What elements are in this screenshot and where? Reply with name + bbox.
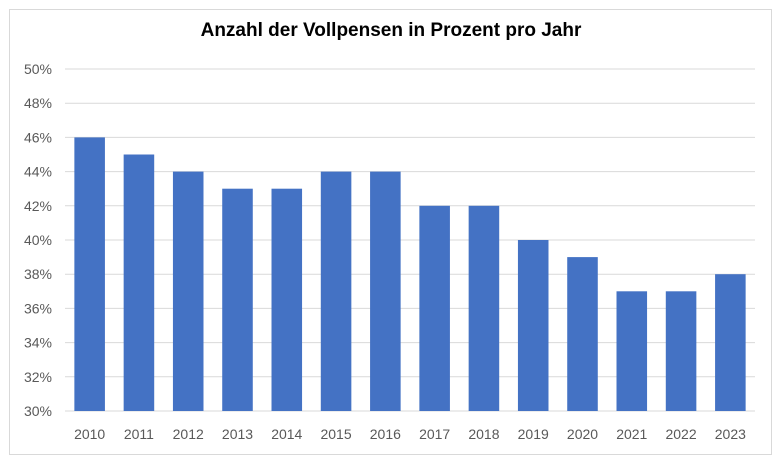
bar-2010 xyxy=(74,137,105,411)
bars xyxy=(74,137,746,411)
y-tick-label: 42% xyxy=(24,198,52,214)
x-tick-label: 2016 xyxy=(370,426,401,442)
y-tick-label: 44% xyxy=(24,164,52,180)
bar-2013 xyxy=(222,188,253,411)
y-tick-label: 40% xyxy=(24,232,52,248)
x-tick-label: 2012 xyxy=(173,426,204,442)
x-tick-label: 2014 xyxy=(271,426,302,442)
x-tick-label: 2021 xyxy=(616,426,647,442)
y-tick-label: 30% xyxy=(24,403,52,419)
y-tick-label: 48% xyxy=(24,95,52,111)
x-tick-label: 2010 xyxy=(74,426,105,442)
bar-2019 xyxy=(517,240,549,411)
x-tick-label: 2015 xyxy=(320,426,351,442)
bar-2023 xyxy=(715,274,746,411)
bar-2020 xyxy=(567,257,598,411)
y-tick-label: 32% xyxy=(24,369,52,385)
y-axis-ticks: 30% 32% 34% 36% 38% 40% 42% 44% 46% 48% 50% xyxy=(24,61,52,419)
chart-title: Anzahl der Vollpensen in Prozent pro Jah… xyxy=(200,20,582,41)
y-tick-label: 38% xyxy=(24,266,52,282)
x-tick-label: 2022 xyxy=(665,426,696,442)
bar-2022 xyxy=(665,291,697,411)
y-tick-label: 50% xyxy=(24,61,52,77)
bar-2021 xyxy=(616,291,648,411)
x-tick-label: 2017 xyxy=(419,426,450,442)
bar-2014 xyxy=(271,188,303,411)
bar-2015 xyxy=(320,171,352,411)
bar-2012 xyxy=(172,171,204,411)
bar-2017 xyxy=(419,205,450,411)
y-tick-label: 34% xyxy=(24,335,52,351)
bar-2016 xyxy=(370,171,401,411)
y-tick-label: 46% xyxy=(24,129,52,145)
y-tick-label: 36% xyxy=(24,300,52,316)
x-tick-label: 2013 xyxy=(222,426,253,442)
bar-2011 xyxy=(123,154,155,411)
gridlines xyxy=(65,68,755,412)
x-tick-label: 2020 xyxy=(567,426,598,442)
x-tick-label: 2018 xyxy=(468,426,499,442)
x-tick-label: 2011 xyxy=(124,426,154,442)
bar-2018 xyxy=(468,205,500,411)
x-tick-label: 2019 xyxy=(518,426,549,442)
x-tick-label: 2023 xyxy=(715,426,746,442)
x-axis-ticks: 2010 2011 2012 2013 2014 2015 2016 2017 2018 2019… xyxy=(74,426,746,442)
